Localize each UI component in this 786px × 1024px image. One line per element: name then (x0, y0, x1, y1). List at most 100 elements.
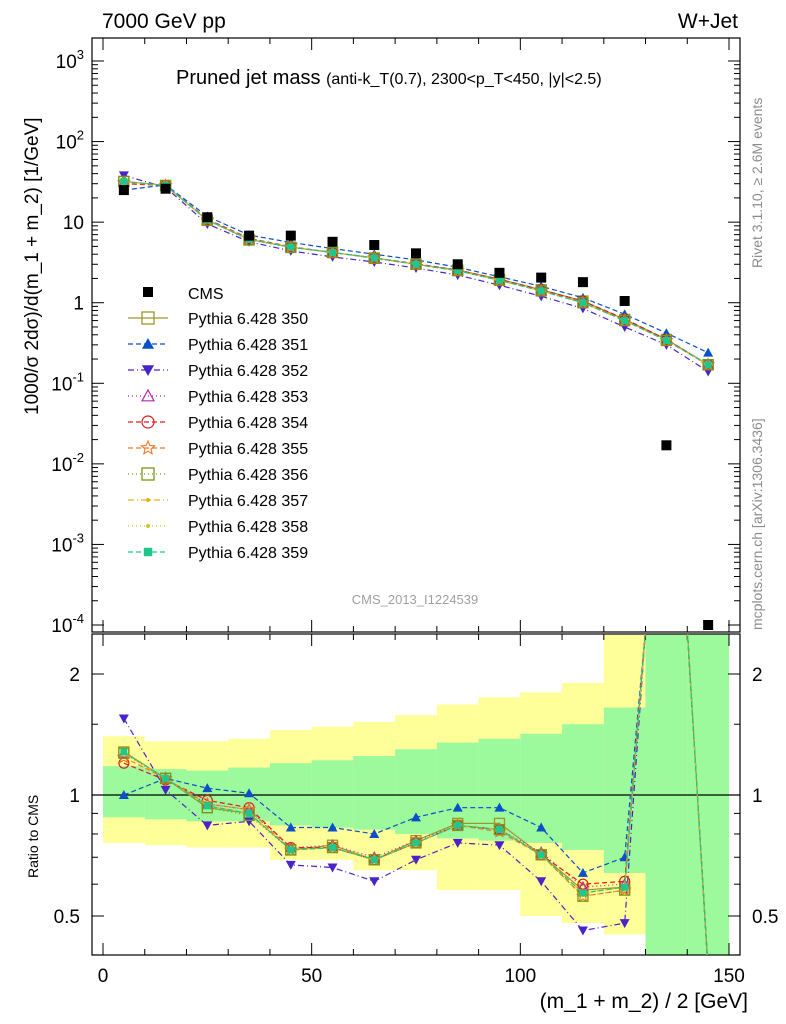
plot-title-sub: (anti-k_T(0.7), 2300<p_T<450, |y|<2.5) (326, 71, 602, 88)
cms-data-point (452, 259, 463, 270)
marker-square-open (577, 297, 589, 309)
cms-data-point (118, 185, 129, 196)
main-axes: 10-4 10-3 10-2 10-1 1 10 102 103 (51, 38, 740, 637)
legend-label: CMS (188, 286, 224, 303)
legend-label: Pythia 6.428 350 (188, 311, 308, 328)
marker-square-filled (579, 299, 587, 307)
cms-data-point (703, 620, 714, 630)
y-tick-label: 10-2 (51, 450, 84, 476)
marker-square-filled (412, 260, 420, 268)
marker-square-open (619, 314, 631, 327)
ratio-tick-label: 1 (69, 786, 80, 807)
marker-square-open (326, 246, 339, 259)
x-axis-title: (m_1 + m_2) / 2 [GeV] (540, 990, 748, 1013)
marker-square-filled (537, 851, 545, 859)
marker-triangle-up (536, 822, 547, 832)
series-line-main (123, 180, 709, 366)
mcplots-label: mcplots.cern.ch [arXiv:1306.3436] (749, 418, 765, 630)
marker-star-open (617, 882, 632, 897)
y-tick-label: 10-3 (51, 530, 84, 556)
legend-label: Pythia 6.428 356 (188, 467, 308, 484)
marker-triangle-up (244, 788, 255, 798)
cms-data-point (536, 272, 547, 283)
ratio-band-green (603, 707, 646, 873)
marker-square-open (702, 359, 714, 371)
y-tick-label: 10-4 (51, 611, 84, 637)
y-tick-label: 1 (73, 294, 84, 315)
marker-square-filled (287, 243, 295, 251)
marker-star-open (139, 439, 157, 455)
marker-square-open (535, 285, 547, 297)
marker-square-filled (287, 846, 295, 854)
marker-square-filled (704, 361, 712, 369)
marker-triangle-up (327, 822, 338, 832)
marker-square-filled (162, 774, 170, 782)
marker-triangle-up (411, 812, 421, 822)
series-line-ratio (123, 634, 646, 932)
cms-data-point (619, 296, 630, 307)
marker-triangle-up (494, 802, 505, 812)
ratio-series-group (116, 634, 708, 955)
marker-triangle-open (140, 388, 156, 402)
marker-triangle-down (411, 855, 421, 865)
x-tick-label: 100 (504, 966, 536, 987)
marker-square-filled (245, 809, 253, 817)
series-line-ratio (123, 634, 646, 894)
ratio-band-green (562, 724, 604, 850)
marker-triangle-down (577, 926, 588, 936)
marker-square-filled (621, 317, 629, 325)
ratio-tick-label-right: 1 (752, 786, 763, 807)
x-tick-label: 0 (98, 966, 109, 987)
legend-label: Pythia 6.428 354 (188, 415, 308, 432)
marker-circle-open (141, 415, 155, 429)
rivet-version-label: Rivet 3.1.10, ≥ 2.6M events (749, 98, 765, 268)
marker-square-filled (143, 547, 153, 557)
series-line-ratio (123, 634, 646, 874)
marker-square-open (141, 467, 155, 481)
marker-square-open (410, 258, 422, 270)
marker-square-filled (120, 748, 128, 756)
ratio-tick-label-right: 2 (752, 665, 763, 686)
ratio-tick-label-right: 0.5 (752, 907, 778, 928)
legend: CMS Pythia 6.428 350 Pythia 6.428 351 Pythi… (128, 286, 308, 562)
marker-triangle-down (202, 821, 213, 831)
x-tick-label: 150 (713, 966, 745, 987)
marker-dot (146, 524, 150, 528)
ratio-axis-title: Ratio to CMS (25, 795, 41, 878)
header-energy-label: 7000 GeV pp (102, 10, 226, 33)
marker-square-filled (579, 889, 587, 897)
header-process-label: W+Jet (678, 10, 738, 33)
marker-square-filled (454, 821, 462, 829)
ratio-band-green (269, 763, 312, 826)
marker-square-filled (412, 839, 420, 847)
cms-data-points (118, 183, 714, 630)
cms-data-point (285, 230, 296, 241)
ratio-band-green (687, 634, 729, 955)
marker-square-filled (495, 276, 503, 284)
cms-data-point (411, 248, 421, 259)
marker-triangle-down (369, 877, 380, 887)
marker-square-filled (495, 826, 503, 834)
ratio-axes: 0.5 0.5 1 1 2 2 0 50 100 150 (54, 634, 778, 987)
marker-triangle-up (285, 822, 296, 832)
marker-triangle-up (577, 867, 588, 877)
y-tick-label: 10 (63, 213, 84, 234)
legend-label: Pythia 6.428 353 (188, 389, 308, 406)
marker-square-open (410, 837, 422, 849)
marker-square-filled (370, 856, 378, 864)
marker-triangle-up (118, 790, 129, 799)
marker-square-filled (370, 254, 378, 262)
marker-square-filled (329, 844, 337, 852)
y-tick-label: 10-1 (51, 369, 84, 395)
y-tick-label: 103 (56, 47, 84, 73)
marker-square-filled (120, 177, 128, 185)
marker-triangle-up (142, 338, 154, 349)
ratio-tick-label: 0.5 (54, 907, 80, 928)
marker-square-filled (203, 802, 211, 810)
cms-data-point (661, 440, 672, 451)
cms-data-point (327, 236, 338, 247)
cms-data-point (577, 277, 588, 288)
y-axis-title: 1000/σ 2dσ)/d(m_1 + m_2) [1/GeV] (22, 117, 43, 415)
marker-square-open (118, 747, 130, 759)
